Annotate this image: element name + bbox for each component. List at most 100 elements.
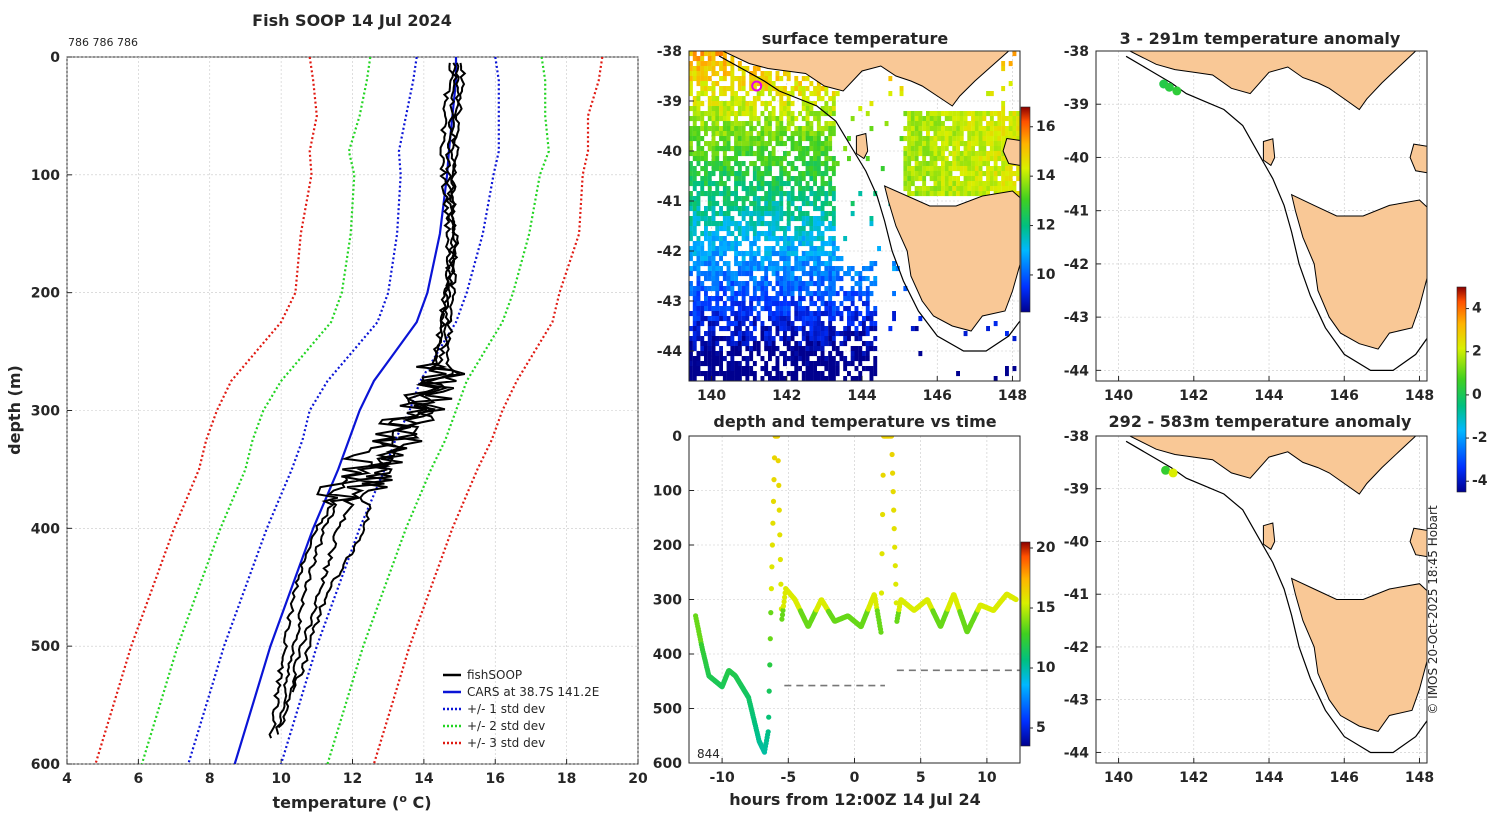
- sst-pixel: [997, 121, 1002, 127]
- sst-pixel: [786, 306, 791, 312]
- sst-pixel: [831, 251, 836, 257]
- sst-pixel: [858, 311, 863, 317]
- sst-pixel: [967, 171, 972, 177]
- sst-pixel: [963, 126, 968, 132]
- sst-pixel: [824, 101, 829, 107]
- sst-pixel: [775, 216, 780, 222]
- sst-pixel: [689, 226, 693, 232]
- sst-pixel: [745, 326, 750, 332]
- time-trace-point: [767, 662, 773, 668]
- sst-pixel: [764, 361, 769, 367]
- sst-pixel: [858, 336, 863, 342]
- sst-pixel: [730, 91, 735, 97]
- sst-pixel: [756, 211, 761, 217]
- sst-pixel: [704, 356, 708, 362]
- sst-pixel: [922, 116, 927, 122]
- sst-pixel: [745, 171, 750, 177]
- sst-pixel: [756, 311, 761, 317]
- sst-pixel: [749, 186, 754, 192]
- sst-pixel: [971, 146, 975, 152]
- sst-pixel: [745, 141, 750, 147]
- sst-pixel: [719, 226, 723, 232]
- sst-pixel: [816, 171, 821, 177]
- sst-pixel: [831, 361, 836, 367]
- sst-pixel: [756, 156, 761, 162]
- sst-pixel: [741, 81, 746, 87]
- sst-pixel: [771, 321, 776, 327]
- sst-pixel: [768, 206, 772, 212]
- sst-pixel: [850, 266, 855, 272]
- sst-pixel: [749, 126, 754, 132]
- sst-pixel: [824, 216, 829, 222]
- sst-pixel: [779, 321, 784, 327]
- sst-pixel: [843, 306, 848, 312]
- sst-pixel: [971, 116, 975, 122]
- sst-pixel: [771, 311, 776, 317]
- sst-pixel: [918, 141, 923, 147]
- sst-pixel: [760, 376, 765, 381]
- sst-pixel: [997, 171, 1002, 177]
- sst-pixel: [745, 151, 750, 157]
- time-trace-point: [771, 477, 777, 483]
- sst-pixel: [722, 241, 727, 247]
- sst-pixel: [764, 211, 769, 217]
- sst-pixel: [948, 116, 953, 122]
- sst-pixel: [771, 211, 776, 217]
- sst-pixel: [929, 151, 934, 157]
- sst-pixel: [944, 146, 949, 152]
- sst-pixel: [707, 241, 712, 247]
- sst-pixel: [704, 216, 708, 222]
- sst-pixel: [824, 196, 829, 202]
- sst-pixel: [760, 356, 765, 362]
- sst-pixel: [794, 126, 799, 132]
- sst-pixel: [1016, 116, 1020, 122]
- sst-pixel: [892, 316, 896, 322]
- sst-pixel: [805, 251, 810, 257]
- sst-pixel: [850, 296, 855, 302]
- sst-pixel: [775, 186, 780, 192]
- sst-pixel: [779, 226, 784, 232]
- sst-pixel: [707, 171, 712, 177]
- sst-pixel: [741, 146, 746, 152]
- sst-pixel: [805, 151, 810, 157]
- sst-pixel: [726, 216, 731, 222]
- sst-pixel: [1012, 366, 1017, 372]
- sst-pixel: [839, 301, 844, 307]
- sst-pixel: [749, 246, 754, 252]
- sst-pixel: [816, 356, 821, 362]
- sst-pixel: [959, 181, 964, 187]
- sst-pixel: [775, 91, 780, 97]
- sst-pixel: [783, 261, 787, 267]
- sst-pixel: [835, 371, 840, 377]
- sst-pixel: [952, 121, 957, 127]
- profile-title: Fish SOOP 14 Jul 2024: [252, 11, 452, 30]
- sst-pixel: [704, 66, 708, 72]
- sst-pixel: [952, 151, 957, 157]
- anom-deep-ytick-label: -40: [1064, 534, 1090, 550]
- sst-pixel: [982, 126, 987, 132]
- sst-pixel: [737, 311, 742, 317]
- sst-pixel: [926, 186, 930, 192]
- sst-pixel: [794, 346, 799, 352]
- sst-pixel: [986, 326, 990, 332]
- sst-pixel: [689, 206, 693, 212]
- sst-pixel: [764, 281, 769, 287]
- sst-pixel: [741, 336, 746, 342]
- sst-pixel: [775, 141, 780, 147]
- sst-pixel: [813, 156, 817, 162]
- sst-pixel: [689, 176, 693, 182]
- sst-pixel: [801, 286, 806, 292]
- sst-pixel: [719, 61, 723, 67]
- sst-pixel: [922, 121, 927, 127]
- sst-pixel: [692, 246, 697, 252]
- sst-pixel: [707, 236, 712, 242]
- sst-pixel: [707, 221, 712, 227]
- sst-pixel: [719, 191, 723, 197]
- sst-pixel: [816, 191, 821, 197]
- sst-pixel: [831, 241, 836, 247]
- sst-pixel: [805, 171, 810, 177]
- sst-pixel: [730, 121, 735, 127]
- sst-pixel: [974, 166, 979, 172]
- sst-pixel: [798, 131, 802, 137]
- sst-pixel: [704, 121, 708, 127]
